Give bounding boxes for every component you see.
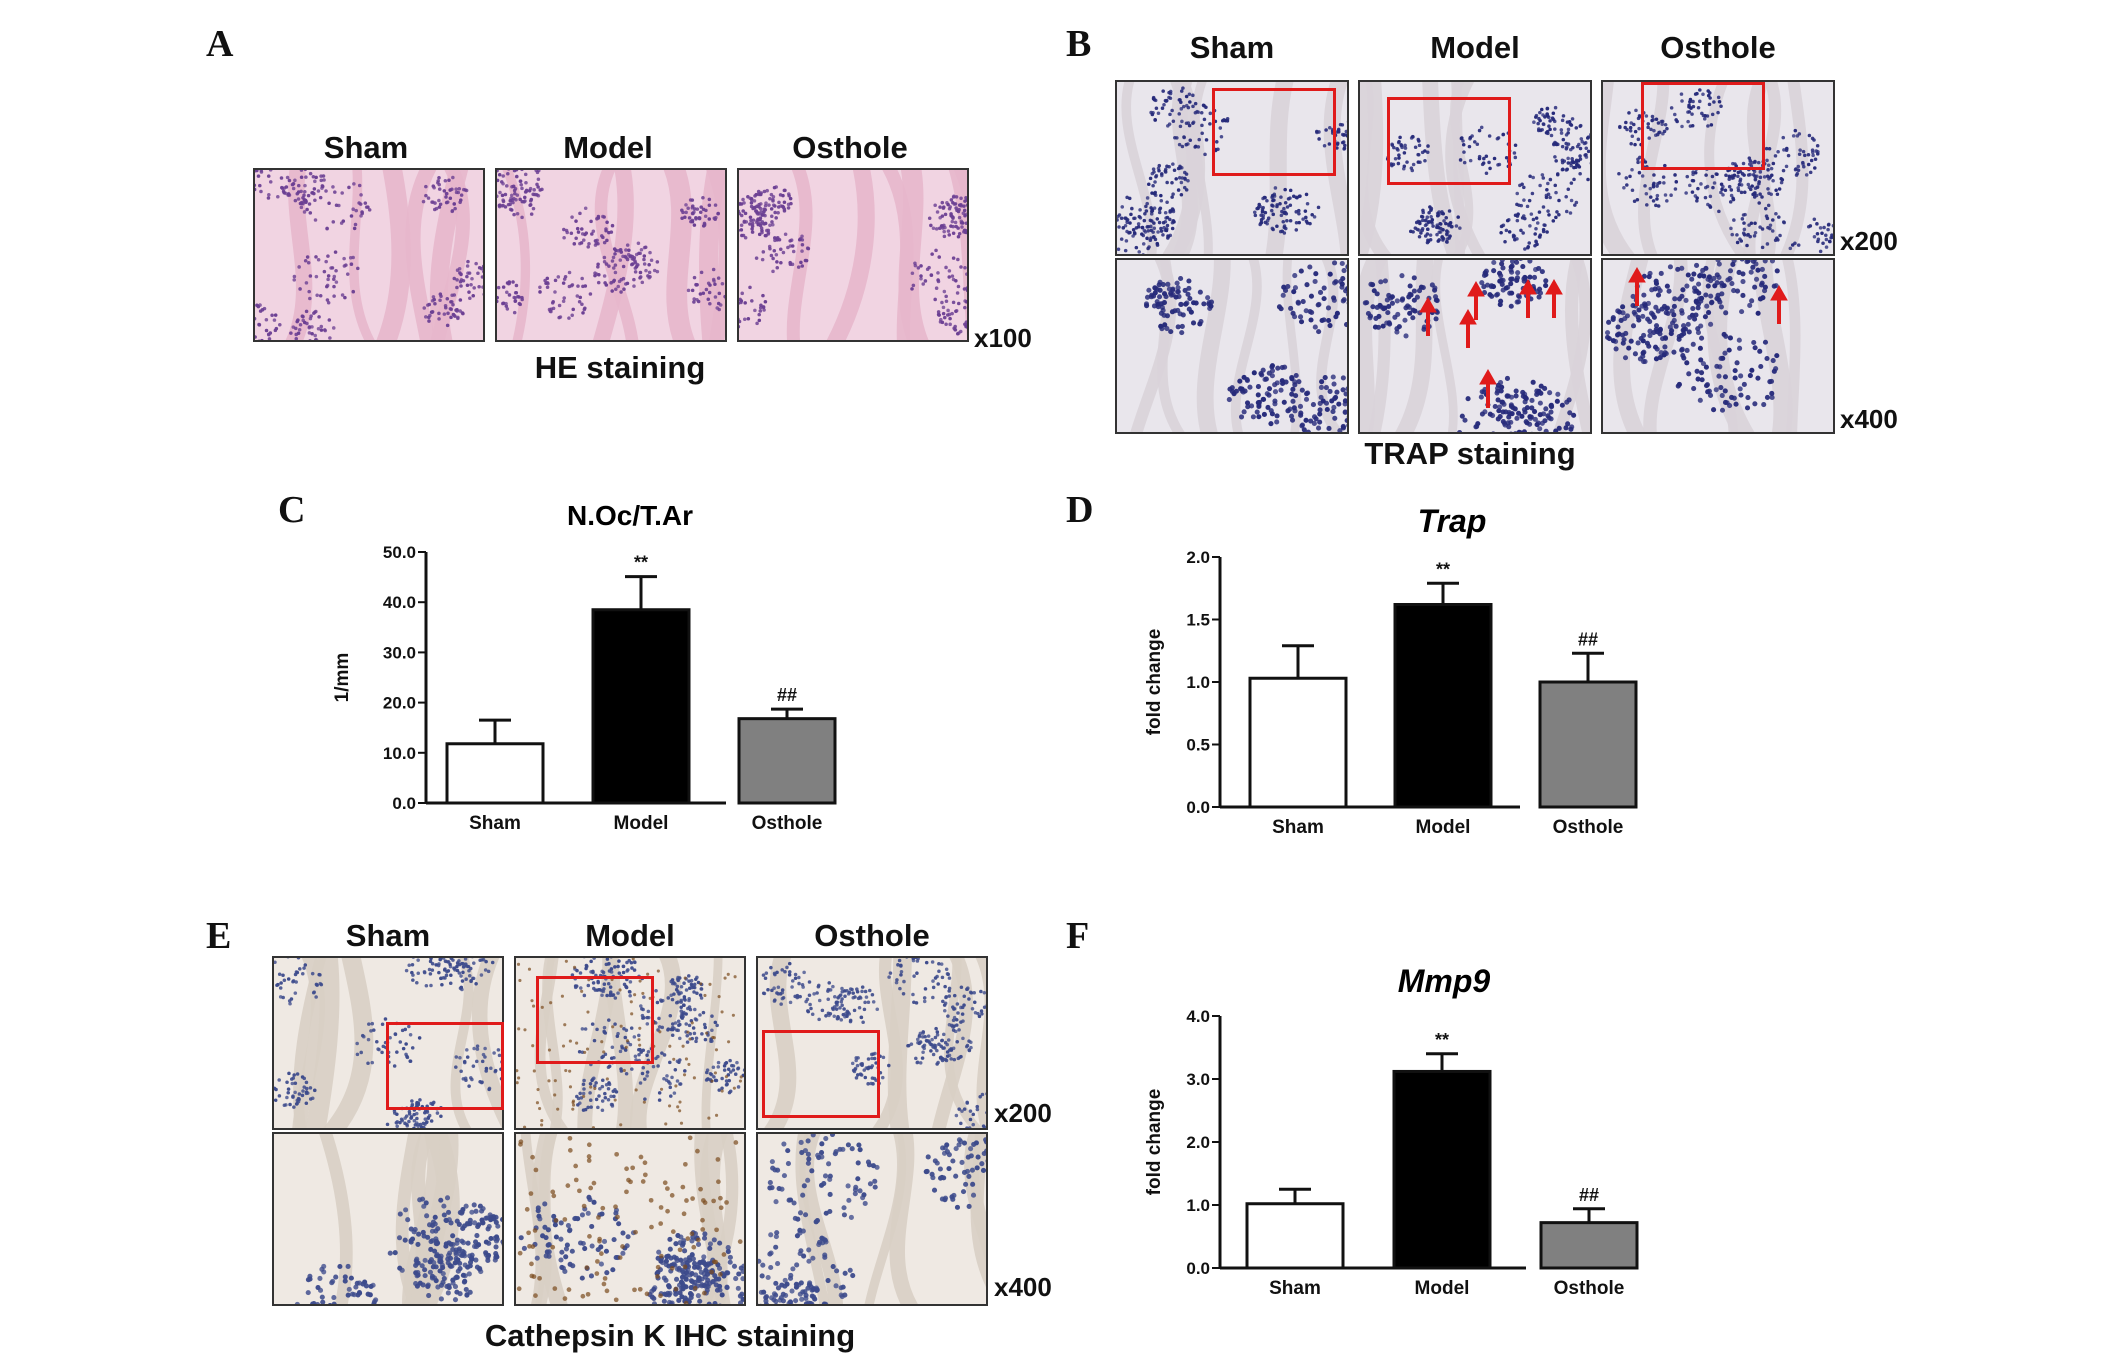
ihc-x400-model bbox=[514, 1132, 746, 1306]
panel-e-magnification-x400: x400 bbox=[994, 1272, 1052, 1303]
significance-label: ## bbox=[1579, 1185, 1599, 1205]
bar-model bbox=[1394, 1071, 1490, 1268]
chart-title: Trap bbox=[1418, 503, 1487, 539]
significance-label: ** bbox=[634, 553, 648, 573]
y-tick-label: 20.0 bbox=[383, 694, 416, 713]
panel-letter-a: A bbox=[206, 22, 233, 66]
panel-b-label-osthole: Osthole bbox=[1601, 30, 1835, 66]
chart-c: N.Oc/T.Ar 1/mm 0.0 10.0 20.0 30.0 40.0 50.0 Sham… bbox=[300, 490, 880, 840]
y-tick-label: 0.0 bbox=[1186, 798, 1210, 817]
trap-roi-model bbox=[1387, 97, 1511, 185]
significance-label: ** bbox=[1436, 559, 1450, 579]
panel-a-label-sham: Sham bbox=[253, 130, 479, 166]
y-axis-label: fold change bbox=[1144, 629, 1165, 736]
chart-title: Mmp9 bbox=[1398, 963, 1491, 999]
x-category-label: Osthole bbox=[1554, 1278, 1625, 1299]
he-image-model bbox=[495, 168, 727, 342]
y-tick-label: 1.0 bbox=[1186, 1196, 1210, 1215]
x-category-label: Model bbox=[1416, 817, 1471, 838]
panel-a-label-osthole: Osthole bbox=[737, 130, 963, 166]
red-arrow-icon bbox=[1420, 298, 1436, 336]
bar-osthole bbox=[1540, 682, 1636, 807]
panel-a-magnification: x100 bbox=[974, 323, 1032, 354]
y-axis-label: 1/mm bbox=[332, 653, 353, 703]
bar-osthole bbox=[1541, 1223, 1637, 1268]
trap-arrows-osthole bbox=[1601, 258, 1835, 434]
he-image-osthole bbox=[737, 168, 969, 342]
y-tick-label: 1.0 bbox=[1186, 673, 1210, 692]
red-arrow-icon bbox=[1520, 280, 1536, 318]
y-tick-label: 1.5 bbox=[1186, 611, 1210, 630]
y-tick-label: 40.0 bbox=[383, 593, 416, 612]
panel-b-magnification-x400: x400 bbox=[1840, 404, 1898, 435]
significance-label: ** bbox=[1435, 1030, 1449, 1050]
y-tick-label: 50.0 bbox=[383, 543, 416, 562]
panel-e-label-osthole: Osthole bbox=[756, 918, 988, 954]
panel-e-magnification-x200: x200 bbox=[994, 1098, 1052, 1129]
ihc-roi-model bbox=[536, 976, 654, 1064]
ihc-roi-osthole bbox=[762, 1030, 880, 1118]
panel-b-magnification-x200: x200 bbox=[1840, 226, 1898, 257]
y-tick-label: 10.0 bbox=[383, 744, 416, 763]
x-category-label: Osthole bbox=[752, 813, 823, 834]
significance-label: ## bbox=[777, 685, 797, 705]
y-tick-label: 0.0 bbox=[392, 794, 416, 813]
trap-roi-sham bbox=[1212, 88, 1336, 176]
panel-a-caption: HE staining bbox=[420, 350, 820, 386]
y-tick-label: 30.0 bbox=[383, 643, 416, 662]
x-category-label: Sham bbox=[1269, 1278, 1321, 1299]
x-category-label: Osthole bbox=[1553, 817, 1624, 838]
y-tick-label: 0.5 bbox=[1186, 736, 1210, 755]
panel-letter-d: D bbox=[1066, 488, 1093, 532]
y-tick-label: 0.0 bbox=[1186, 1259, 1210, 1278]
chart-title: N.Oc/T.Ar bbox=[567, 500, 693, 531]
red-arrow-icon bbox=[1629, 268, 1645, 306]
red-arrow-icon bbox=[1771, 286, 1787, 324]
ihc-x400-osthole bbox=[756, 1132, 988, 1306]
ihc-x400-sham bbox=[272, 1132, 504, 1306]
panel-b-label-sham: Sham bbox=[1115, 30, 1349, 66]
panel-e-label-model: Model bbox=[514, 918, 746, 954]
y-tick-label: 2.0 bbox=[1186, 1133, 1210, 1152]
panel-a-label-model: Model bbox=[495, 130, 721, 166]
panel-letter-b: B bbox=[1066, 22, 1091, 66]
he-image-sham bbox=[253, 168, 485, 342]
y-tick-label: 3.0 bbox=[1186, 1070, 1210, 1089]
panel-letter-e: E bbox=[206, 914, 231, 958]
x-category-label: Model bbox=[1415, 1278, 1470, 1299]
trap-x400-sham bbox=[1115, 258, 1349, 434]
y-tick-label: 4.0 bbox=[1186, 1007, 1210, 1026]
bar-model bbox=[593, 610, 689, 803]
red-arrow-icon bbox=[1460, 310, 1476, 348]
red-arrow-icon bbox=[1480, 370, 1496, 408]
x-category-label: Sham bbox=[469, 813, 521, 834]
trap-roi-osthole bbox=[1641, 82, 1765, 170]
panel-b-label-model: Model bbox=[1358, 30, 1592, 66]
x-category-label: Sham bbox=[1272, 817, 1324, 838]
panel-b-caption: TRAP staining bbox=[1270, 436, 1670, 472]
bar-model bbox=[1395, 605, 1491, 808]
bar-osthole bbox=[739, 719, 835, 803]
bar-sham bbox=[447, 744, 543, 803]
ihc-roi-sham bbox=[386, 1022, 504, 1110]
panel-letter-f: F bbox=[1066, 914, 1089, 958]
trap-arrows-model bbox=[1358, 258, 1592, 434]
y-axis-label: fold change bbox=[1144, 1089, 1165, 1196]
red-arrow-icon bbox=[1546, 280, 1562, 318]
significance-label: ## bbox=[1578, 629, 1598, 649]
y-tick-label: 2.0 bbox=[1186, 548, 1210, 567]
x-category-label: Model bbox=[614, 813, 669, 834]
bar-sham bbox=[1247, 1204, 1343, 1268]
chart-d: Trap fold change 0.0 0.5 1.0 1.5 2.0 Sham ** Mode… bbox=[1100, 490, 1680, 840]
chart-f: Mmp9 fold change 0.0 1.0 2.0 3.0 4.0 Sham ** Mode… bbox=[1100, 950, 1680, 1300]
bar-sham bbox=[1250, 678, 1346, 807]
panel-e-caption: Cathepsin K IHC staining bbox=[430, 1318, 910, 1354]
panel-e-label-sham: Sham bbox=[272, 918, 504, 954]
